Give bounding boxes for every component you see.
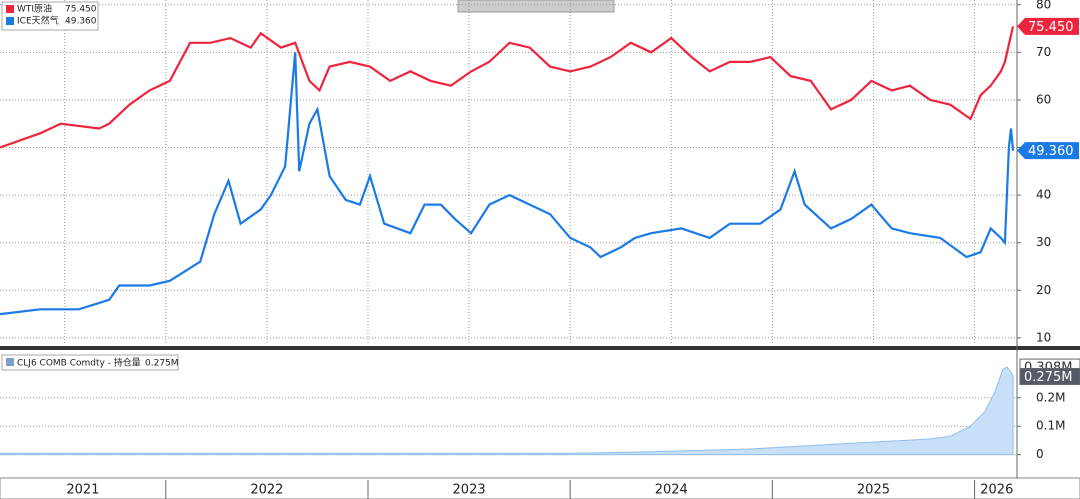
legend-swatch	[6, 5, 14, 13]
series-line	[0, 26, 1015, 149]
marker-tag: 0.275M	[1024, 370, 1072, 385]
legend-label: CLJ6 COMB Comdty - 持仓量	[17, 357, 141, 369]
legend-value: 75.450	[65, 5, 97, 15]
legend-swatch	[6, 17, 14, 25]
legend-label: WTI原油	[17, 3, 52, 15]
y-tick-label: 60	[1036, 92, 1051, 106]
y-tick-label: 0.2M	[1036, 390, 1065, 404]
x-tick-label: 2026	[980, 483, 1013, 498]
legend	[1, 354, 179, 371]
panel-divider	[0, 346, 1080, 350]
legend-label: ICE天然气	[17, 15, 59, 27]
legend-swatch	[6, 358, 14, 366]
x-axis-bar	[0, 477, 1080, 499]
last-value-tag-box	[1017, 142, 1079, 160]
last-value-tag-box	[1017, 17, 1079, 35]
y-tick-label: 20	[1036, 283, 1051, 297]
x-tick-label: 2022	[250, 483, 283, 498]
legend-value: 49.360	[65, 17, 97, 27]
y-tick-label: 70	[1036, 45, 1051, 59]
series-area	[0, 366, 1014, 456]
legend-value: 0.275M	[145, 359, 179, 369]
y-tick-label: 0	[1036, 447, 1044, 461]
y-tick-label: 80	[1036, 0, 1051, 11]
y-tick-label: 10	[1036, 330, 1051, 344]
y-tick-label: 0.1M	[1036, 419, 1065, 433]
last-value-tag: 49.360	[1028, 144, 1074, 159]
x-tick-label: 2024	[655, 483, 688, 498]
x-tick-label: 2023	[453, 483, 486, 498]
y-tick-label: 40	[1036, 188, 1051, 202]
toolbar[interactable]	[457, 0, 615, 13]
marker-tag-box	[1019, 367, 1080, 385]
legend	[1, 1, 99, 31]
series-line	[0, 52, 1015, 316]
last-value-tag: 75.450	[1028, 20, 1074, 35]
x-tick-label: 2021	[66, 483, 99, 498]
x-tick-label: 2025	[857, 483, 890, 498]
y-tick-label: 30	[1036, 235, 1051, 249]
